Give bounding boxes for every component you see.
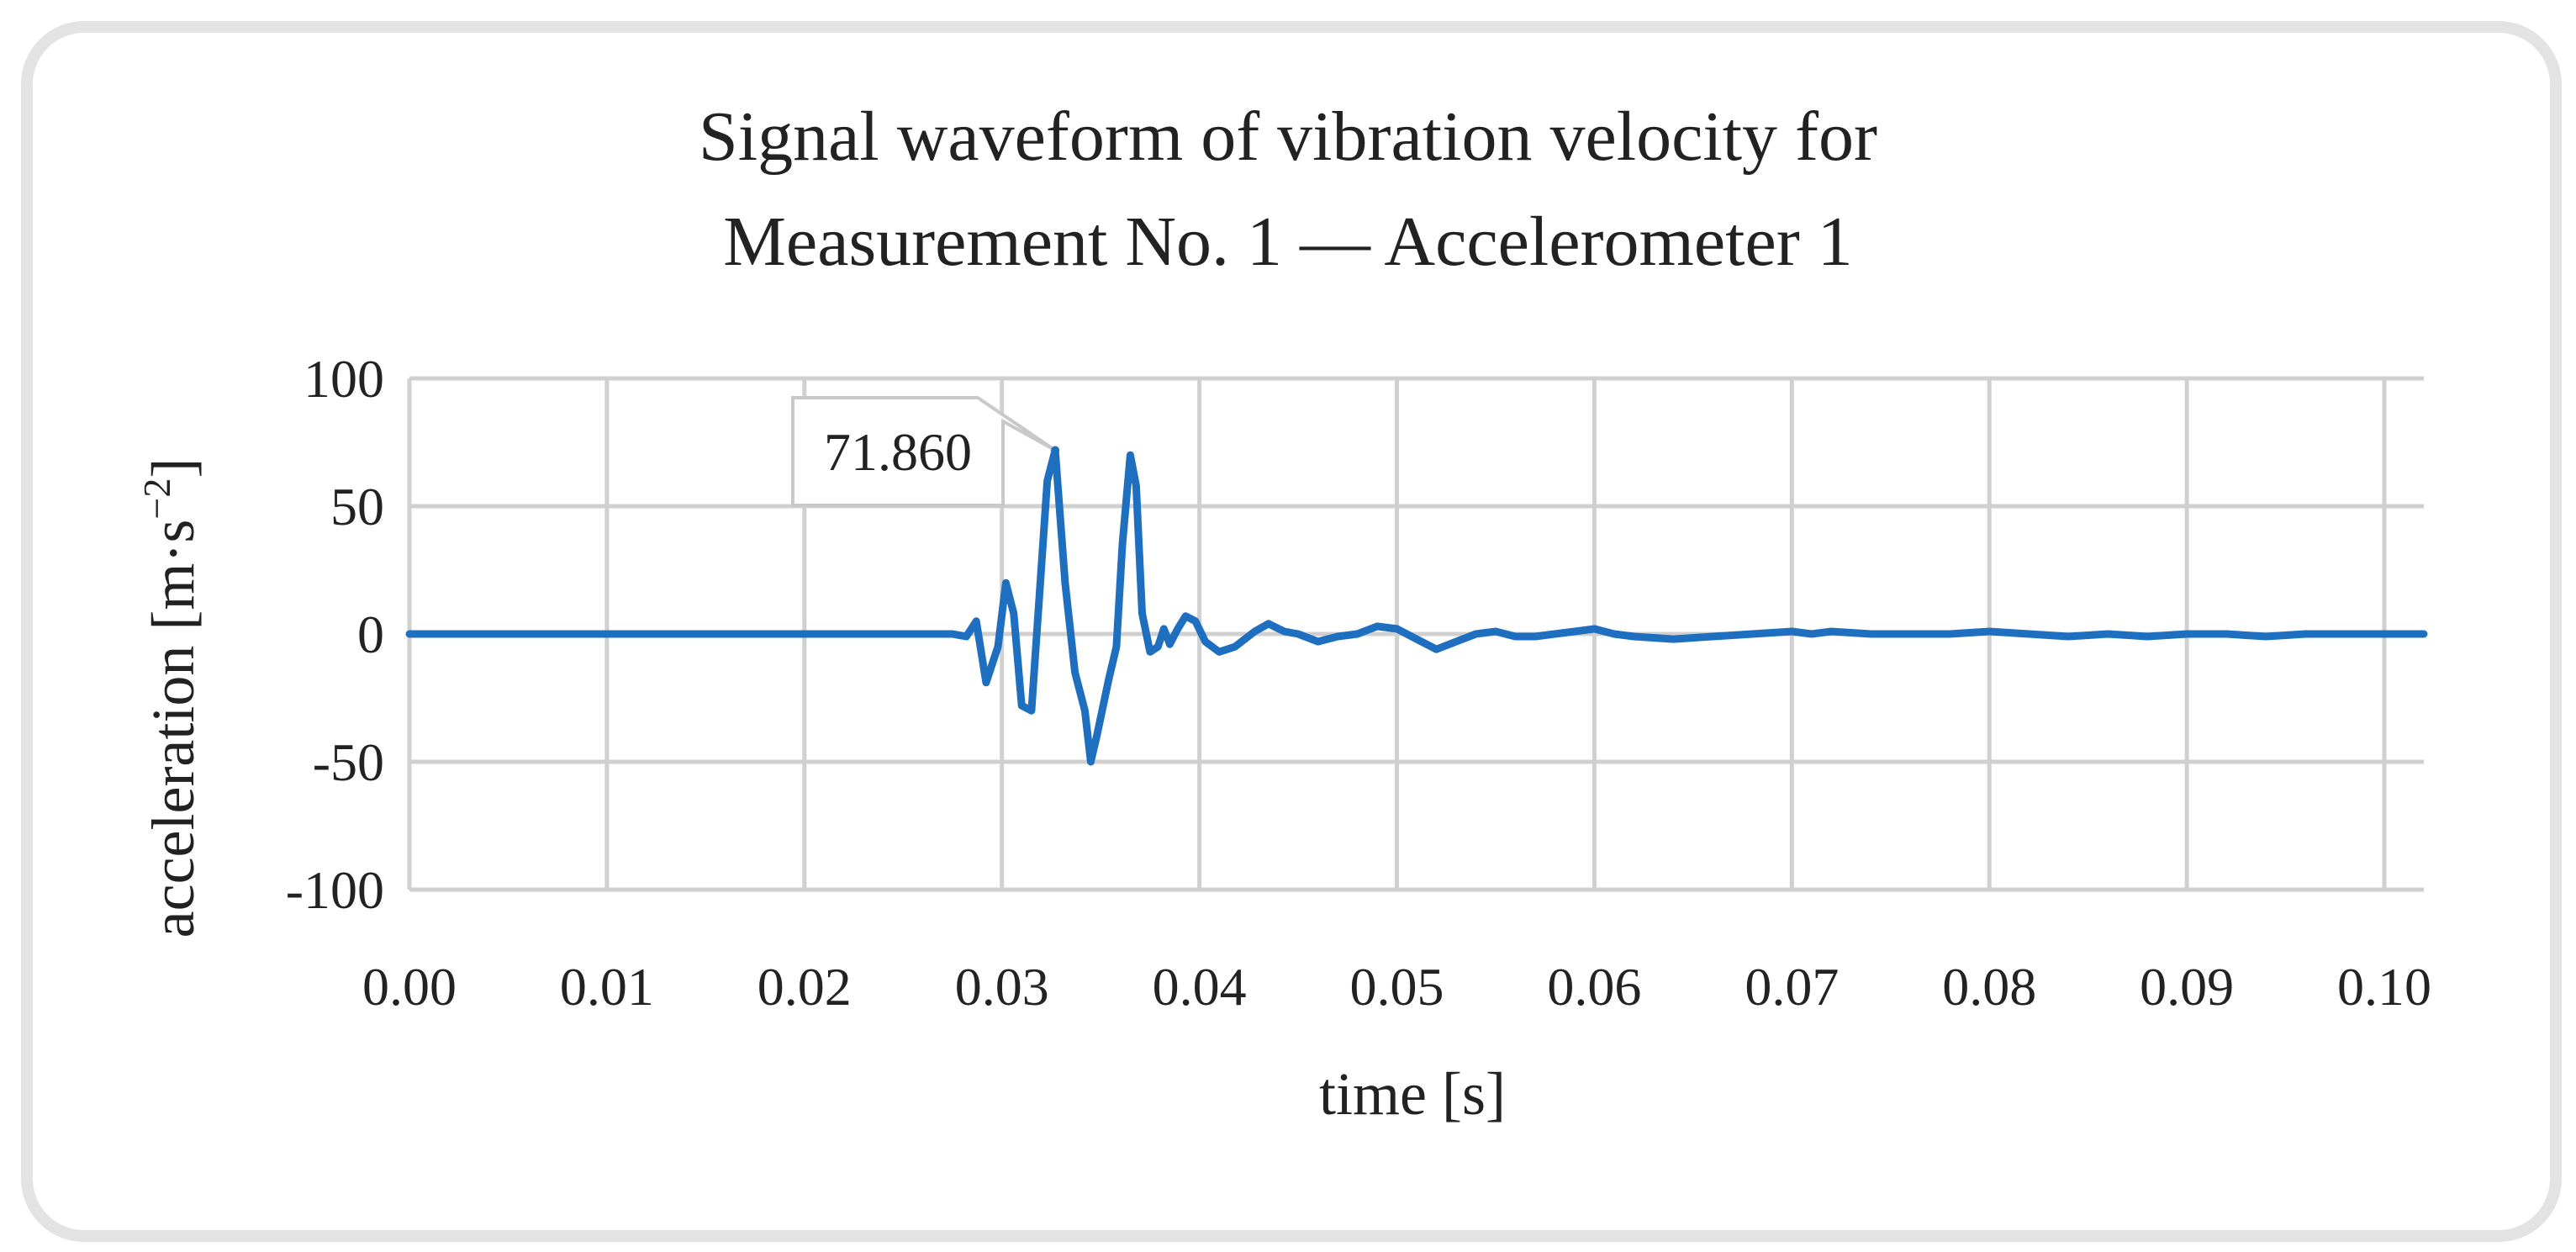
x-tick-label: 0.00: [362, 957, 457, 1017]
y-axis-label-main: acceleration [m·s: [140, 520, 207, 938]
annotation-callout: [791, 396, 1057, 507]
x-tick-label: 0.04: [1153, 957, 1247, 1017]
y-tick-label: 100: [304, 349, 384, 409]
x-axis-ticks: 0.00 0.01 0.02 0.03 0.04 0.05 0.06 0.07 0.08 0.09…: [362, 957, 2431, 1017]
y-tick-label: 50: [330, 477, 384, 536]
y-axis-label: acceleration [m·s−2]: [135, 458, 207, 938]
chart-title: Signal waveform of vibration velocity fo…: [699, 98, 1877, 281]
x-tick-label: 0.05: [1350, 957, 1444, 1017]
y-axis-label-end: ]: [140, 458, 207, 478]
annotation-label: 71.860: [824, 422, 972, 482]
y-axis-label-sup: −2: [135, 478, 178, 520]
x-tick-label: 0.09: [2140, 957, 2234, 1017]
annotation-point: [1051, 446, 1060, 455]
x-tick-label: 0.02: [757, 957, 852, 1017]
annotation-group: 71.860: [791, 396, 1060, 507]
chart-title-line-2: Measurement No. 1 — Accelerometer 1: [723, 203, 1853, 281]
series-group: [405, 446, 2428, 766]
series-line: [405, 446, 2428, 766]
y-tick-label: -100: [286, 860, 384, 920]
x-axis-label: time [s]: [1319, 1060, 1506, 1128]
y-tick-label: -50: [313, 732, 384, 792]
chart-title-line-1: Signal waveform of vibration velocity fo…: [699, 98, 1877, 176]
x-tick-label: 0.10: [2337, 957, 2431, 1017]
x-tick-label: 0.07: [1745, 957, 1839, 1017]
x-tick-label: 0.03: [955, 957, 1049, 1017]
x-tick-label: 0.01: [560, 957, 654, 1017]
x-tick-label: 0.06: [1547, 957, 1641, 1017]
y-tick-label: 0: [357, 605, 384, 664]
y-axis-ticks: 100 50 0 -50 -100: [286, 349, 384, 920]
x-tick-label: 0.08: [1942, 957, 2036, 1017]
